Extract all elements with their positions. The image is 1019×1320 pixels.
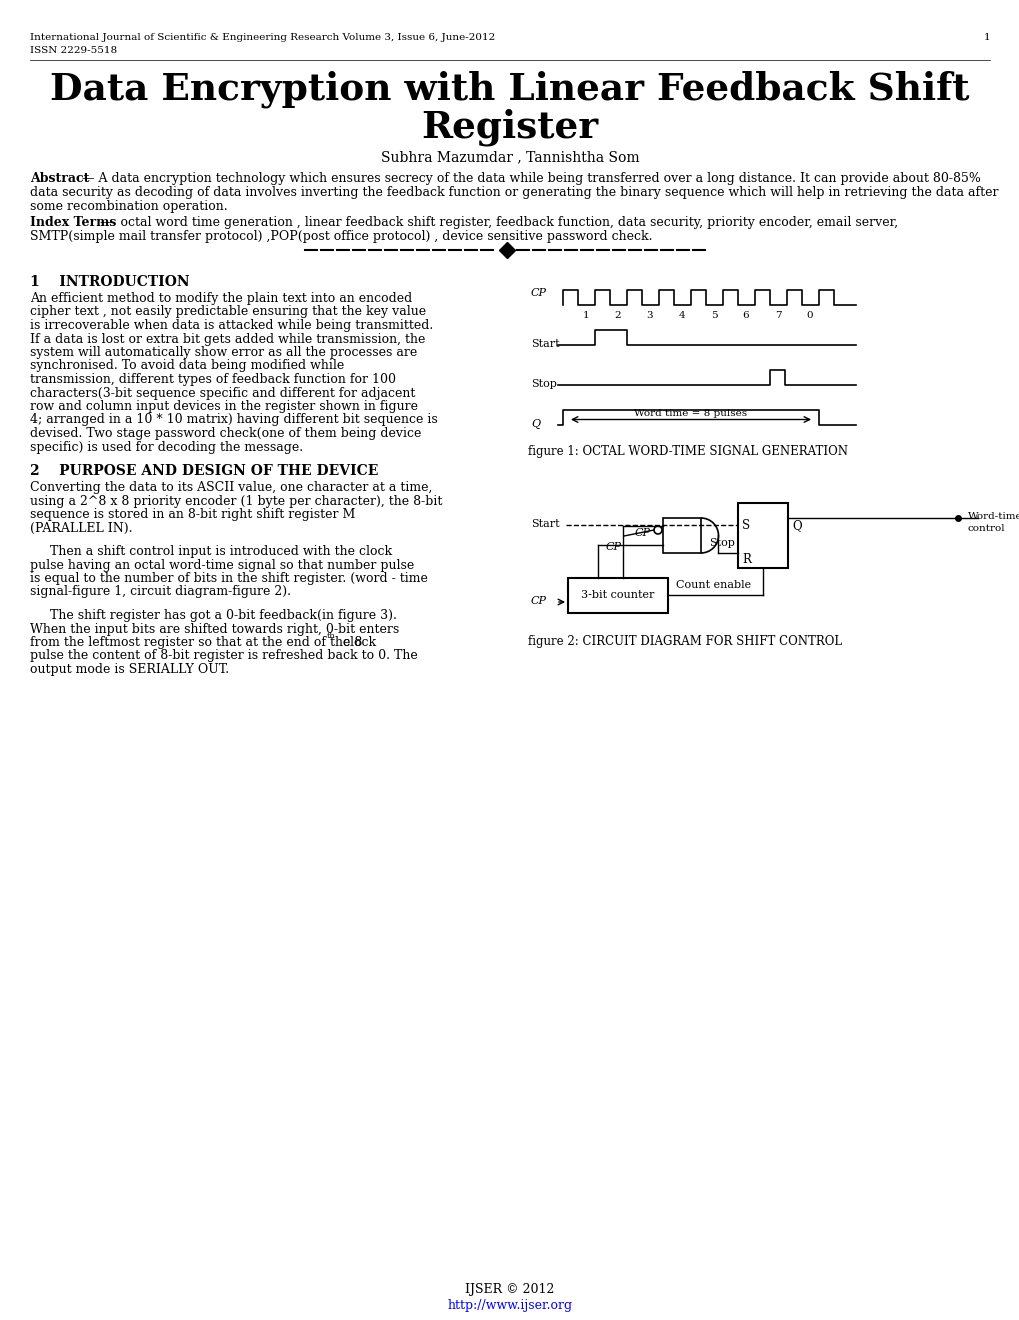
Text: SMTP(simple mail transfer protocol) ,POP(post office protocol) , device sensitiv: SMTP(simple mail transfer protocol) ,POP…: [30, 230, 652, 243]
Text: Stop: Stop: [531, 379, 556, 389]
Text: some recombination operation.: some recombination operation.: [30, 201, 227, 213]
Text: CP: CP: [635, 528, 650, 539]
Text: row and column input devices in the register shown in figure: row and column input devices in the regi…: [30, 400, 418, 413]
Text: figure 1: OCTAL WORD-TIME SIGNAL GENERATION: figure 1: OCTAL WORD-TIME SIGNAL GENERAT…: [528, 445, 847, 458]
Text: signal-figure 1, circuit diagram-figure 2).: signal-figure 1, circuit diagram-figure …: [30, 586, 290, 598]
Text: The shift register has got a 0-bit feedback(in figure 3).: The shift register has got a 0-bit feedb…: [30, 609, 396, 622]
Text: CP: CP: [605, 543, 622, 552]
Bar: [568, 578, 667, 612]
Text: cipher text , not easily predictable ensuring that the key value: cipher text , not easily predictable ens…: [30, 305, 426, 318]
Bar: [738, 503, 788, 568]
Text: Count enable: Count enable: [676, 579, 750, 590]
Text: control: control: [967, 524, 1005, 533]
Text: — A data encryption technology which ensures secrecy of the data while being tra: — A data encryption technology which ens…: [82, 172, 980, 185]
Text: pulse having an octal word-time signal so that number pulse: pulse having an octal word-time signal s…: [30, 558, 414, 572]
Text: Subhra Mazumdar , Tannishtha Som: Subhra Mazumdar , Tannishtha Som: [380, 150, 639, 164]
Text: synchronised. To avoid data being modified while: synchronised. To avoid data being modifi…: [30, 359, 344, 372]
Text: 2    PURPOSE AND DESIGN OF THE DEVICE: 2 PURPOSE AND DESIGN OF THE DEVICE: [30, 465, 378, 478]
Text: 1    INTRODUCTION: 1 INTRODUCTION: [30, 275, 190, 289]
Text: CP: CP: [531, 597, 546, 606]
Text: 1: 1: [982, 33, 989, 42]
Text: transmission, different types of feedback function for 100: transmission, different types of feedbac…: [30, 374, 395, 385]
Text: sequence is stored in an 8-bit right shift register M: sequence is stored in an 8-bit right shi…: [30, 508, 355, 521]
Text: S: S: [741, 519, 749, 532]
Text: Register: Register: [421, 108, 598, 145]
Text: Stop: Stop: [708, 539, 734, 549]
Text: Start: Start: [531, 519, 559, 529]
Text: IJSER © 2012: IJSER © 2012: [465, 1283, 554, 1296]
Text: 7: 7: [773, 312, 781, 319]
Text: Abstract: Abstract: [30, 172, 90, 185]
Text: ISSN 2229-5518: ISSN 2229-5518: [30, 46, 117, 55]
Text: Q: Q: [531, 418, 540, 429]
Text: When the input bits are shifted towards right, 0-bit enters: When the input bits are shifted towards …: [30, 623, 398, 635]
Text: 0: 0: [806, 312, 812, 319]
Text: CP: CP: [531, 288, 546, 298]
Text: An efficient method to modify the plain text into an encoded: An efficient method to modify the plain …: [30, 292, 412, 305]
Text: 5: 5: [710, 312, 716, 319]
Text: Data Encryption with Linear Feedback Shift: Data Encryption with Linear Feedback Shi…: [50, 70, 969, 107]
Text: specific) is used for decoding the message.: specific) is used for decoding the messa…: [30, 441, 303, 454]
Text: Then a shift control input is introduced with the clock: Then a shift control input is introduced…: [30, 545, 391, 558]
Text: International Journal of Scientific & Engineering Research Volume 3, Issue 6, Ju: International Journal of Scientific & En…: [30, 33, 495, 42]
Text: characters(3-bit sequence specific and different for adjacent: characters(3-bit sequence specific and d…: [30, 387, 415, 400]
Text: using a 2^8 x 8 priority encoder (1 byte per character), the 8-bit: using a 2^8 x 8 priority encoder (1 byte…: [30, 495, 442, 507]
Text: is equal to the number of bits in the shift register. (word - time: is equal to the number of bits in the sh…: [30, 572, 427, 585]
Text: 4; arranged in a 10 * 10 matrix) having different bit sequence is: 4; arranged in a 10 * 10 matrix) having …: [30, 413, 437, 426]
Text: 1: 1: [582, 312, 589, 319]
Text: 3: 3: [646, 312, 653, 319]
Text: pulse the content of 8-bit register is refreshed back to 0. The: pulse the content of 8-bit register is r…: [30, 649, 418, 663]
Text: If a data is lost or extra bit gets added while transmission, the: If a data is lost or extra bit gets adde…: [30, 333, 425, 346]
Text: http://www.ijser.org: http://www.ijser.org: [447, 1299, 572, 1312]
Text: system will automatically show error as all the processes are: system will automatically show error as …: [30, 346, 417, 359]
Text: Converting the data to its ASCII value, one character at a time,: Converting the data to its ASCII value, …: [30, 480, 432, 494]
Text: 2: 2: [614, 312, 621, 319]
Text: th: th: [327, 632, 335, 640]
Text: devised. Two stage password check(one of them being device: devised. Two stage password check(one of…: [30, 426, 421, 440]
Text: Word time = 8 pulses: Word time = 8 pulses: [634, 409, 747, 418]
Text: R: R: [741, 553, 750, 566]
Text: figure 2: CIRCUIT DIAGRAM FOR SHIFT CONTROL: figure 2: CIRCUIT DIAGRAM FOR SHIFT CONT…: [528, 635, 842, 648]
Text: 4: 4: [678, 312, 685, 319]
Text: 6: 6: [742, 312, 749, 319]
Text: Word-time: Word-time: [967, 512, 1019, 521]
Text: is irrecoverable when data is attacked while being transmitted.: is irrecoverable when data is attacked w…: [30, 319, 433, 333]
Text: output mode is SERIALLY OUT.: output mode is SERIALLY OUT.: [30, 663, 229, 676]
Text: from the leftmost register so that at the end of the 8: from the leftmost register so that at th…: [30, 636, 362, 649]
Text: Q: Q: [791, 519, 801, 532]
Text: (PARALLEL IN).: (PARALLEL IN).: [30, 521, 132, 535]
Text: —  octal word time generation , linear feedback shift register, feedback functio: — octal word time generation , linear fe…: [100, 216, 898, 228]
Text: clock: clock: [338, 636, 376, 649]
Text: data security as decoding of data involves inverting the feedback function or ge: data security as decoding of data involv…: [30, 186, 998, 199]
Bar: [662, 517, 700, 553]
Text: 3-bit counter: 3-bit counter: [581, 590, 654, 601]
Text: Start: Start: [531, 339, 559, 348]
Text: Index Terms: Index Terms: [30, 216, 116, 228]
